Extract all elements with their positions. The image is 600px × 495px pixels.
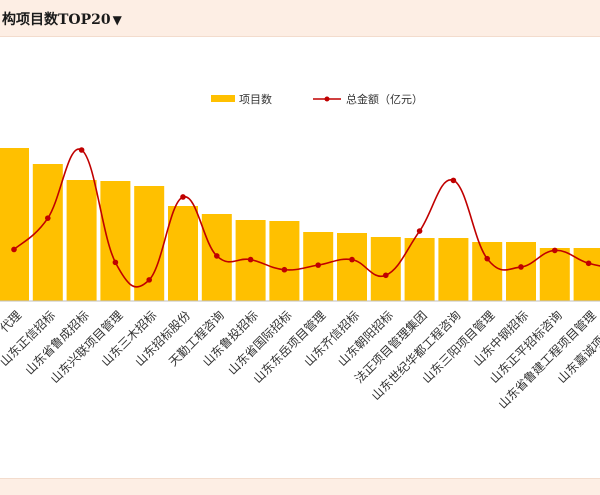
line-point-14[interactable] xyxy=(484,255,491,262)
line-point-0[interactable] xyxy=(11,246,17,253)
header-bar: 构项目数TOP20 ▼ xyxy=(0,0,600,37)
bar-5[interactable] xyxy=(168,206,198,301)
line-point-9[interactable] xyxy=(315,262,322,268)
bar-10[interactable] xyxy=(337,233,367,301)
bar-17[interactable] xyxy=(573,248,600,301)
bar-11[interactable] xyxy=(370,237,401,301)
combo-chart: 项目数 总金额（亿元） 代理山东正信招标山东省鲁成招标山东兴联项目管理山东三木招… xyxy=(0,92,600,412)
legend-label-line: 总金额（亿元） xyxy=(346,92,423,106)
line-point-16[interactable] xyxy=(552,247,558,254)
legend-marker-line xyxy=(324,96,330,102)
bar-2[interactable] xyxy=(66,180,97,301)
bar-3[interactable] xyxy=(100,181,131,301)
bar-15[interactable] xyxy=(506,242,536,301)
bar-14[interactable] xyxy=(472,242,503,301)
line-point-12[interactable] xyxy=(416,228,423,234)
line-point-6[interactable] xyxy=(214,253,220,259)
line-point-11[interactable] xyxy=(383,272,389,279)
legend-swatch-bar xyxy=(211,95,235,102)
chart-legend: 项目数 总金额（亿元） xyxy=(211,92,423,106)
bar-series xyxy=(0,148,600,301)
bar-8[interactable] xyxy=(269,221,300,301)
dropdown-arrow-icon[interactable]: ▼ xyxy=(112,13,122,27)
bar-0[interactable] xyxy=(0,148,29,301)
line-point-10[interactable] xyxy=(349,256,355,263)
line-series xyxy=(13,148,600,288)
line-point-8[interactable] xyxy=(281,266,288,273)
chart-title-text: 构项目数TOP20 xyxy=(2,12,111,28)
line-point-17[interactable] xyxy=(585,260,592,267)
chart-title: 构项目数TOP20 ▼ xyxy=(2,9,122,29)
footer-bar xyxy=(0,478,600,495)
x-axis-labels: 代理山东正信招标山东省鲁成招标山东兴联项目管理山东三木招标山东招标股份天勤工程咨… xyxy=(0,308,600,412)
bar-1[interactable] xyxy=(32,164,63,301)
line-point-5[interactable] xyxy=(180,194,186,200)
legend-label-bar: 项目数 xyxy=(239,93,272,106)
line-point-3[interactable] xyxy=(112,259,119,266)
bar-16[interactable] xyxy=(539,248,570,301)
x-tick-label-0: 代理 xyxy=(0,308,24,335)
bar-12[interactable] xyxy=(404,238,435,301)
bar-13[interactable] xyxy=(438,238,469,301)
line-markers xyxy=(11,147,592,283)
line-point-15[interactable] xyxy=(518,264,524,270)
line-point-2[interactable] xyxy=(78,147,85,153)
line-point-13[interactable] xyxy=(450,177,457,184)
line-point-4[interactable] xyxy=(146,277,152,283)
line-point-1[interactable] xyxy=(45,215,51,221)
bar-4[interactable] xyxy=(134,186,165,301)
line-point-7[interactable] xyxy=(247,256,254,263)
